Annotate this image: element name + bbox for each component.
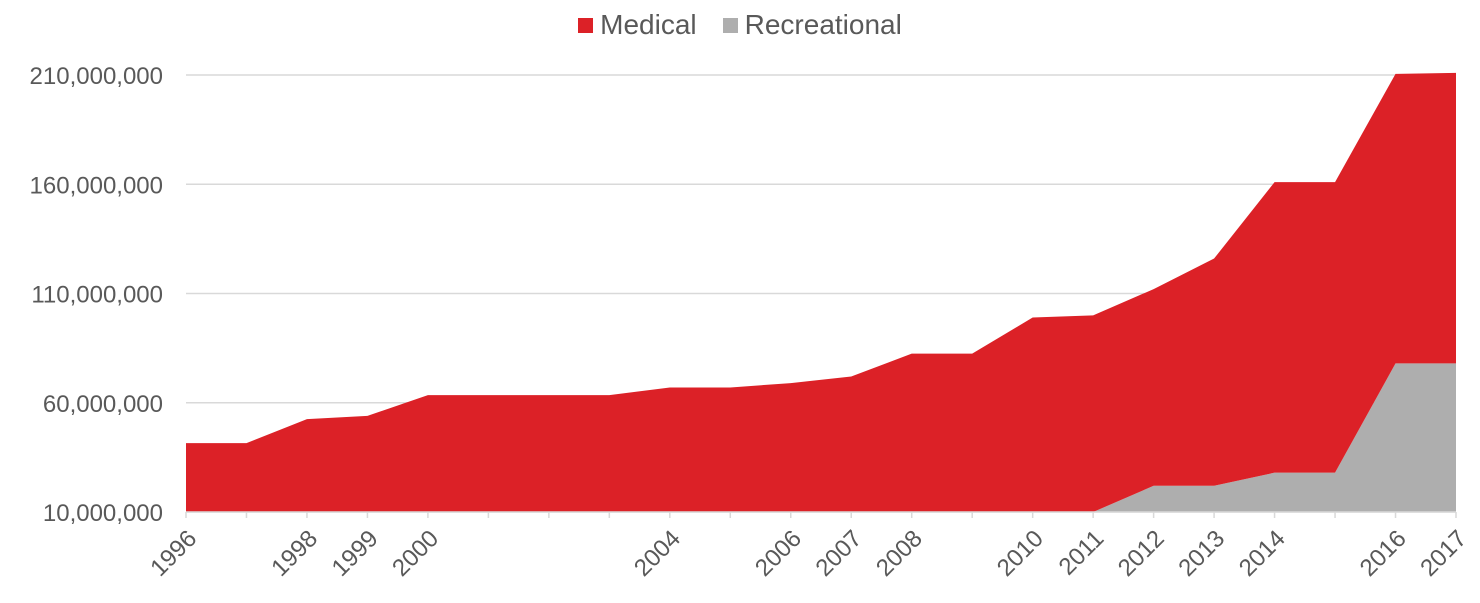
y-tick-label: 110,000,000 [31, 282, 163, 309]
x-tick-label: 2007 [811, 525, 868, 582]
x-tick-label: 2006 [750, 525, 807, 582]
x-tick-label: 2012 [1113, 525, 1170, 582]
x-tick-label: 1996 [145, 525, 202, 582]
x-tick-label: 2004 [629, 525, 686, 582]
y-tick-label: 160,000,000 [30, 172, 163, 199]
y-tick-label: 210,000,000 [30, 63, 163, 90]
legend-item-recreational: Recreational [722, 9, 902, 41]
legend-swatch-medical [578, 17, 594, 33]
x-tick-label: 2017 [1415, 525, 1472, 582]
x-tick-label: 2010 [992, 525, 1049, 582]
area-medical [186, 72, 1456, 512]
x-tick-label: 2011 [1054, 525, 1110, 581]
x-tick-label: 2008 [871, 525, 928, 582]
x-tick-label: 2016 [1355, 525, 1412, 582]
x-tick-label: 2014 [1234, 525, 1291, 582]
x-tick-label: 2000 [387, 525, 444, 582]
legend: Medical Recreational [0, 9, 1480, 41]
legend-label-medical: Medical [600, 9, 697, 40]
x-tick-label: 2013 [1173, 525, 1230, 582]
legend-swatch-recreational [722, 17, 738, 33]
y-tick-label: 60,000,000 [43, 391, 163, 418]
y-tick-label: 10,000,000 [43, 500, 163, 527]
x-tick-label: 1999 [327, 525, 384, 582]
legend-item-medical: Medical [578, 9, 697, 41]
area-recreational [186, 363, 1456, 512]
x-tick-label: 1998 [266, 525, 323, 582]
legend-label-recreational: Recreational [744, 9, 902, 40]
